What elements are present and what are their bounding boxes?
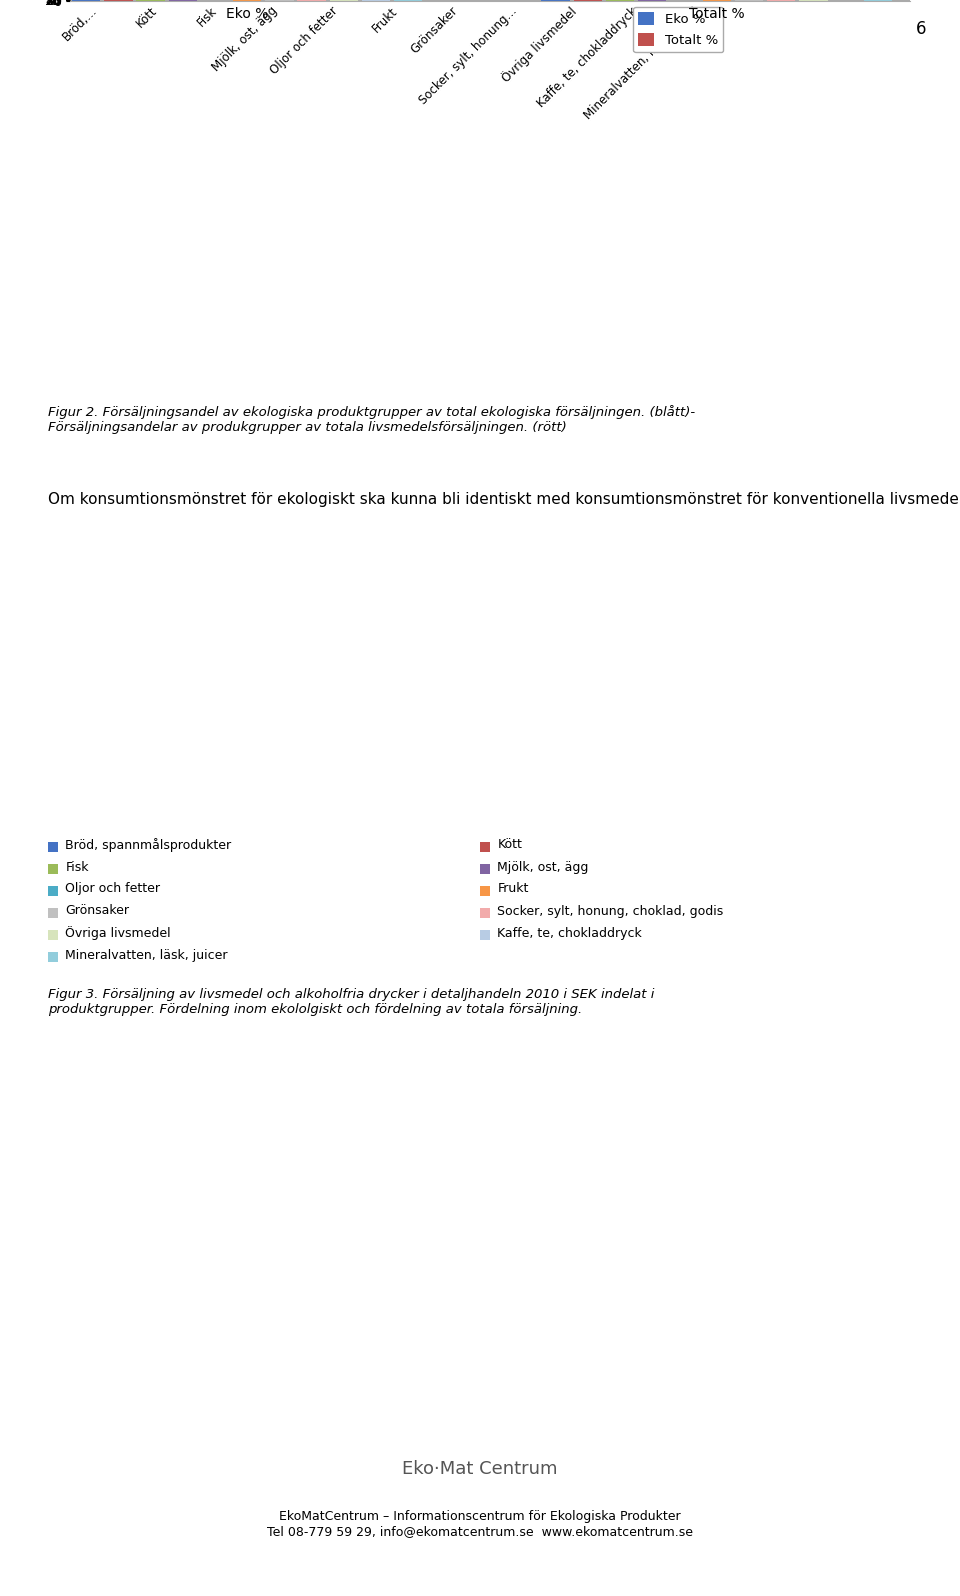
Text: Fisk: Fisk	[65, 860, 88, 873]
Legend: Eko %, Totalt %: Eko %, Totalt %	[634, 6, 724, 53]
Text: EkoMatCentrum – Informationscentrum för Ekologiska Produkter
Tel 08-779 59 29, i: EkoMatCentrum – Informationscentrum för …	[267, 1510, 693, 1539]
Text: 6: 6	[916, 21, 926, 38]
Text: Frukt: Frukt	[497, 883, 529, 895]
Text: Om konsumtionsmönstret för ekologiskt ska kunna bli identiskt med konsumtionsmön: Om konsumtionsmönstret för ekologiskt sk…	[48, 490, 960, 508]
Text: Mjölk, ost, ägg: Mjölk, ost, ägg	[497, 860, 588, 873]
Text: Oljor och fetter: Oljor och fetter	[65, 883, 160, 895]
Text: Figur 3. Försäljning av livsmedel och alkoholfria drycker i detaljhandeln 2010 i: Figur 3. Försäljning av livsmedel och al…	[48, 988, 655, 1017]
Text: Grönsaker: Grönsaker	[65, 905, 130, 918]
Text: Övriga livsmedel: Övriga livsmedel	[65, 926, 171, 940]
Text: Kaffe, te, chokladdryck: Kaffe, te, chokladdryck	[497, 927, 642, 940]
Text: Socker, sylt, honung, choklad, godis: Socker, sylt, honung, choklad, godis	[497, 905, 724, 918]
Text: Eko·Mat Centrum: Eko·Mat Centrum	[402, 1460, 558, 1478]
Text: Mineralvatten, läsk, juicer: Mineralvatten, läsk, juicer	[65, 948, 228, 961]
Text: Bröd, spannmålsprodukter: Bröd, spannmålsprodukter	[65, 838, 231, 852]
Text: Kött: Kött	[497, 838, 522, 852]
Text: Figur 2. Försäljningsandel av ekologiska produktgrupper av total ekologiska förs: Figur 2. Försäljningsandel av ekologiska…	[48, 405, 695, 434]
